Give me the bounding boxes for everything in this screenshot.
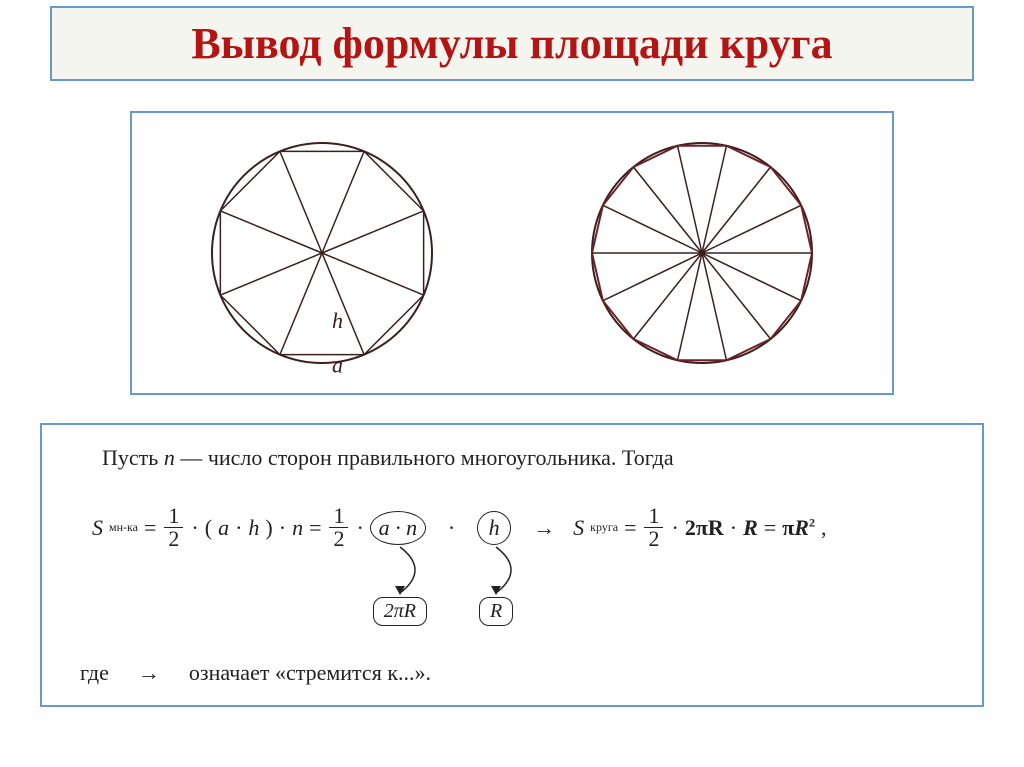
arrow2: → [138,660,160,685]
arrow1: → [533,515,555,541]
R-final: R [794,515,809,540]
sq: 2 [809,515,815,529]
rpar: ) [265,515,272,541]
twopiR1: 2πR [685,515,724,540]
octagon-diagram: ha [197,128,447,378]
a1: a [218,515,229,541]
14gon-diagram [577,128,827,378]
eq3: = [624,515,636,541]
S1: S [92,515,103,541]
diagram-box: ha [130,111,894,395]
dot5: · [448,515,455,541]
pi: π [782,515,794,540]
sub-poly: мн-ка [109,520,138,535]
h1: h [248,515,259,541]
means: означает «стремится к...». [189,660,431,685]
intro-prefix: Пусть [102,445,164,470]
intro-line: Пусть n — число сторон правильного много… [102,445,674,471]
lpar: ( [205,515,212,541]
equation-row: Sмн-ка = 1 2 · (a · h) · n = 1 2 · a · n… [92,505,826,550]
half3: 1 2 [644,505,663,550]
page-title: Вывод формулы площади круга [52,18,972,69]
formula-box: Пусть n — число сторон правильного много… [40,423,984,707]
sub-circ: круга [590,520,618,535]
svg-text:h: h [332,308,343,333]
trailing-comma: , [821,515,827,541]
n1: n [292,515,303,541]
dot7: · [730,515,737,541]
where: где [80,660,109,685]
R-mid: R [743,515,758,541]
title-box: Вывод формулы площади круга [50,6,974,81]
arrow-h-to-R [456,545,536,601]
dot6: · [671,515,678,541]
half1: 1 2 [164,505,183,550]
half2: 1 2 [329,505,348,550]
dot4: · [356,515,363,541]
where-line: где → означает «стремится к...». [80,660,431,686]
S2: S [573,515,584,541]
eq2: = [309,515,321,541]
eq4: = [764,515,776,541]
intro-var: n [164,445,175,470]
intro-mdash: — [175,445,208,470]
pill-2piR: 2πR [373,597,427,626]
svg-text:a: a [332,353,343,378]
dot2: · [235,515,242,541]
pill-R: R [479,597,513,626]
dot3: · [279,515,286,541]
arrow-an-to-2piR [360,545,440,601]
intro-rest: число сторон правильного многоугольника.… [208,445,674,470]
circled-an: a · n [370,511,426,545]
dot1: · [191,515,198,541]
eq1: = [144,515,156,541]
circled-h: h [477,511,511,545]
